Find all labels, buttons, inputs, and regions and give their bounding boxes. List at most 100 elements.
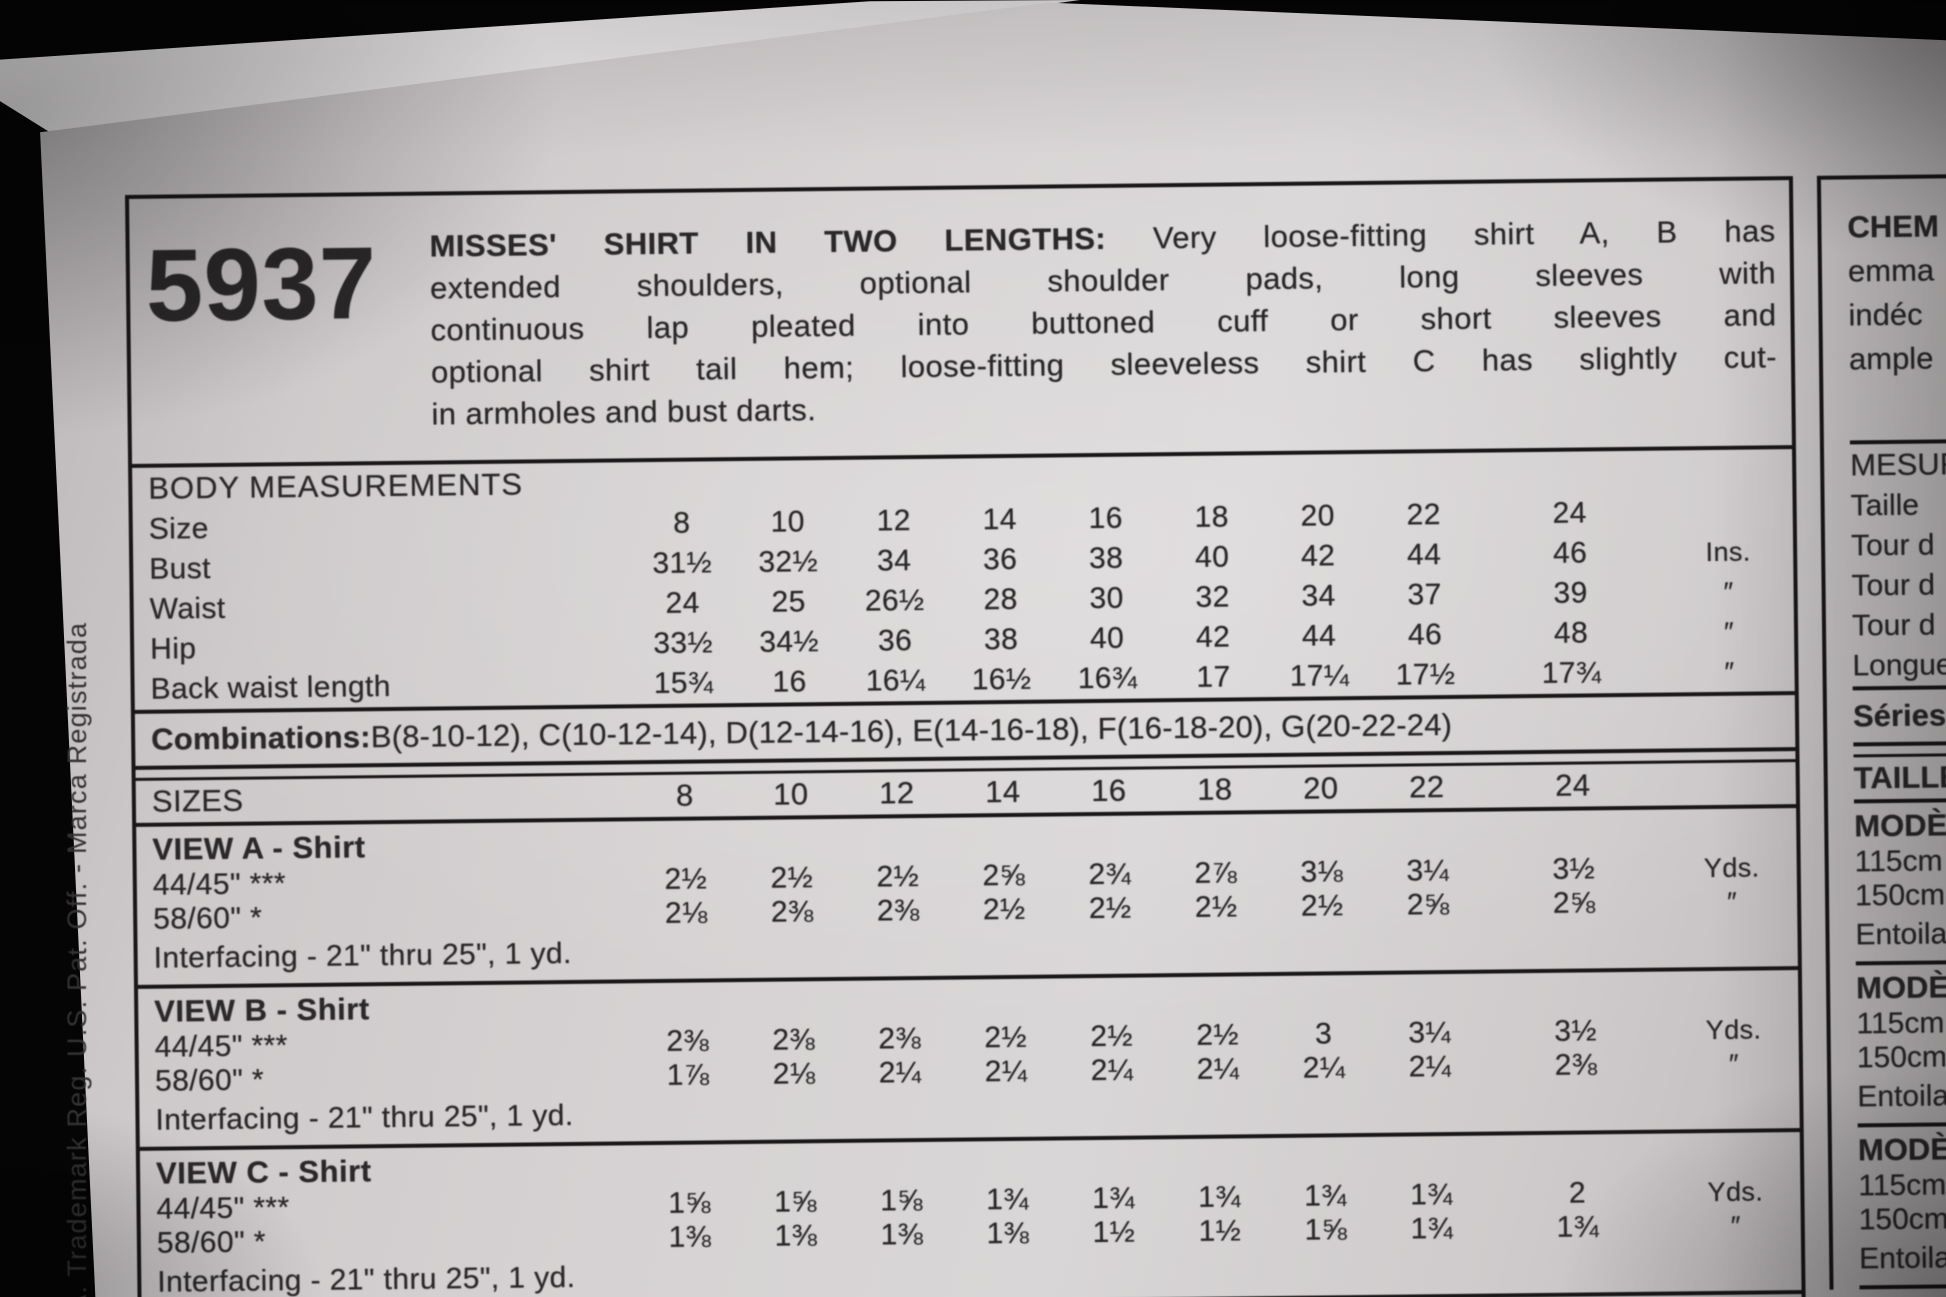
cell-value: 1⅞ <box>666 1058 710 1092</box>
description-text: in armholes and bust darts. <box>431 392 817 432</box>
pattern-number: 5937 <box>145 226 378 343</box>
cell-value: 2⅜ <box>770 895 814 929</box>
french-header-line: emma <box>1847 252 1935 289</box>
cell-value: 42 <box>1195 620 1231 654</box>
cell-value: 36 <box>982 542 1018 577</box>
cell-value: 36 <box>877 624 913 658</box>
unit-label: Yds. <box>1707 1175 1764 1207</box>
row-label: Back waist length <box>150 670 392 706</box>
cell-value: 40 <box>1089 621 1125 656</box>
unit-label: Yds. <box>1703 852 1760 883</box>
combinations-label: Combinations: <box>150 719 371 757</box>
cell-value: 2¼ <box>1408 1050 1452 1084</box>
unit-label: ″ <box>1730 1210 1741 1241</box>
cell-value: 1½ <box>1198 1214 1242 1248</box>
cell-value: 1¾ <box>1410 1212 1454 1246</box>
cell-value: 16 <box>1088 501 1123 536</box>
cell-value: 12 <box>878 775 915 811</box>
cell-value: 16 <box>1090 772 1127 809</box>
cell-value: 31½ <box>652 546 713 581</box>
cell-value: 8 <box>673 506 691 540</box>
cell-value: 17 <box>1196 660 1231 694</box>
unit-label: Yds. <box>1705 1013 1762 1045</box>
cell-value: 24 <box>1552 496 1587 530</box>
cell-value: 2¼ <box>1196 1052 1240 1086</box>
french-view-line: MODÈL <box>1855 969 1946 1006</box>
french-view-line: 150cm <box>1858 1202 1946 1237</box>
cell-value: 44 <box>1301 619 1337 653</box>
chart-content: 5937 MISSES' SHIRT IN TWO LENGTHS: Very … <box>125 171 1946 1297</box>
cell-value: 12 <box>876 504 912 538</box>
cell-value: 34 <box>876 544 912 578</box>
cell-value: 34½ <box>759 625 820 659</box>
french-view-line: 115cm <box>1856 1006 1945 1041</box>
view-section: VIEW B - Shirt 44/45" *** 2⅜ 2⅜ 2⅜ 2½ 2½ 2½ 3 3¼ 3… <box>138 970 1800 1151</box>
cell-value: 17½ <box>1395 657 1456 692</box>
cell-value: 2⅝ <box>1552 886 1596 920</box>
cell-value: 18 <box>1196 771 1233 807</box>
unit-label: Ins. <box>1705 536 1751 567</box>
cell-value: 3½ <box>1554 1014 1598 1048</box>
cell-value: 1⅜ <box>668 1220 712 1254</box>
row-label: Bust <box>149 552 212 586</box>
cell-value: 2 <box>1568 1176 1587 1210</box>
view-sections: VIEW A - Shirt 44/45" *** 2½ 2½ 2½ 2⅝ 2¾ 2⅞ 3⅛ 3¼… <box>136 808 1802 1297</box>
row-label: Waist <box>149 591 226 626</box>
cell-value: 40 <box>1194 540 1230 574</box>
cell-value: 48 <box>1553 616 1589 650</box>
french-measure-line: Tour d <box>1851 608 1936 643</box>
french-measure-line: Tour d <box>1850 528 1935 563</box>
french-view-line: MODÈL <box>1854 807 1946 844</box>
cell-value: 1¾ <box>986 1182 1029 1217</box>
body-measurements-section: BODY MEASUREMENTS Size 8 10 12 14 16 18 20 22 24 B… <box>132 449 1795 714</box>
title-row: 5937 MISSES' SHIRT IN TWO LENGTHS: Very … <box>129 180 1792 468</box>
french-header-line: ample <box>1848 340 1934 377</box>
french-header: CHEM emma indéc ample <box>1846 175 1946 445</box>
cell-value: 2½ <box>770 861 814 895</box>
cell-value: 1¾ <box>1556 1210 1600 1244</box>
cell-value: 32½ <box>758 545 819 579</box>
description-text: Very loose-fitting shirt A, B has <box>1105 213 1776 256</box>
french-view-line: 150cm <box>1854 878 1946 913</box>
row-label: 58/60" * <box>153 901 263 936</box>
french-measure-line: Tour d <box>1851 568 1936 603</box>
cell-value: 2⅜ <box>1554 1048 1598 1082</box>
cell-value: 3½ <box>1552 852 1596 886</box>
french-sizes-row: TAILLE <box>1853 750 1946 804</box>
french-view-line: Entoila <box>1855 917 1946 952</box>
cell-value: 16½ <box>971 662 1032 697</box>
cell-value: 1¾ <box>1091 1181 1135 1216</box>
cell-value: 1¾ <box>1197 1180 1241 1214</box>
view-section: VIEW A - Shirt 44/45" *** 2½ 2½ 2½ 2⅝ 2¾ 2⅞ 3⅛ 3¼… <box>136 808 1798 989</box>
cell-value: 20 <box>1302 770 1339 806</box>
french-header-line: indéc <box>1848 296 1923 333</box>
cell-value: 20 <box>1300 499 1335 533</box>
french-measures: MESUR Taille Tour d Tour d Tour d Longue <box>1849 440 1946 691</box>
cell-value: 26½ <box>864 583 925 618</box>
cell-value: 10 <box>772 776 809 812</box>
cell-value: 16¾ <box>1077 661 1138 696</box>
cell-value: 25 <box>771 585 806 619</box>
french-view-block: MODÈL 115cm 150cm Entoila <box>1855 960 1946 1128</box>
cell-value: 1⅜ <box>880 1218 924 1252</box>
cell-value: 30 <box>1089 581 1124 616</box>
cell-value: 2⅞ <box>1194 856 1238 890</box>
row-label: Hip <box>149 632 197 666</box>
row-label: Size <box>148 512 209 546</box>
cell-value: 24 <box>1554 767 1591 803</box>
french-measure-line: MESUR <box>1849 446 1946 483</box>
cell-value: 2¾ <box>1088 857 1132 892</box>
cell-value: 2½ <box>1196 1018 1240 1052</box>
cell-value: 2⅝ <box>1406 888 1450 922</box>
french-view-line: 115cm <box>1854 844 1943 879</box>
cell-value: 2⅛ <box>772 1057 816 1091</box>
french-view-line: MODÈL <box>1857 1131 1946 1168</box>
french-measure-line: Longue <box>1852 648 1946 683</box>
cell-value: 17¼ <box>1289 659 1350 693</box>
cell-value: 1⅝ <box>880 1184 923 1218</box>
cell-value: 1⅝ <box>1304 1213 1348 1247</box>
cell-value: 28 <box>983 582 1018 617</box>
pattern-description: MISSES' SHIRT IN TWO LENGTHS: Very loose… <box>425 180 1792 460</box>
french-series-row: Séries <box>1852 686 1946 747</box>
